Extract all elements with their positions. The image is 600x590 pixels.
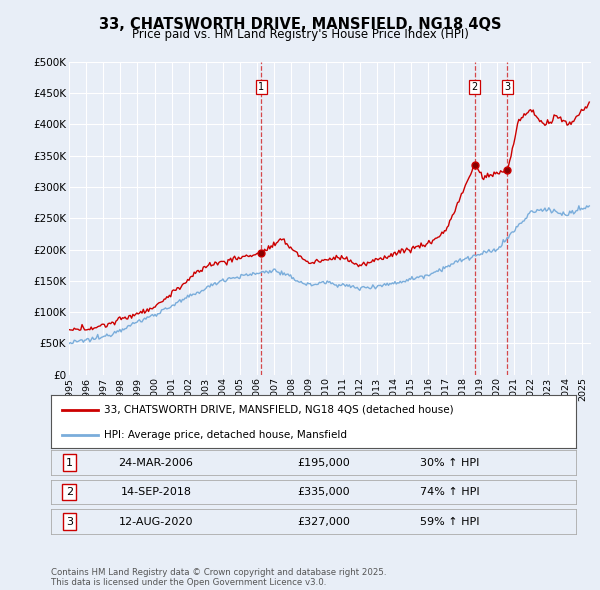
Text: 1: 1 [66, 458, 73, 467]
Text: 3: 3 [505, 82, 511, 92]
Text: 24-MAR-2006: 24-MAR-2006 [119, 458, 193, 467]
Text: 14-SEP-2018: 14-SEP-2018 [121, 487, 191, 497]
Text: 3: 3 [66, 517, 73, 526]
Text: 30% ↑ HPI: 30% ↑ HPI [421, 458, 479, 467]
Text: 2: 2 [66, 487, 73, 497]
Text: Price paid vs. HM Land Registry's House Price Index (HPI): Price paid vs. HM Land Registry's House … [131, 28, 469, 41]
Text: 59% ↑ HPI: 59% ↑ HPI [420, 517, 480, 526]
Text: 2: 2 [472, 82, 478, 92]
Text: 33, CHATSWORTH DRIVE, MANSFIELD, NG18 4QS: 33, CHATSWORTH DRIVE, MANSFIELD, NG18 4Q… [99, 17, 501, 31]
Text: 12-AUG-2020: 12-AUG-2020 [119, 517, 193, 526]
Text: £327,000: £327,000 [298, 517, 350, 526]
Text: 1: 1 [258, 82, 264, 92]
Text: 33, CHATSWORTH DRIVE, MANSFIELD, NG18 4QS (detached house): 33, CHATSWORTH DRIVE, MANSFIELD, NG18 4Q… [104, 405, 453, 415]
Text: £195,000: £195,000 [298, 458, 350, 467]
Text: HPI: Average price, detached house, Mansfield: HPI: Average price, detached house, Mans… [104, 430, 347, 440]
Text: Contains HM Land Registry data © Crown copyright and database right 2025.
This d: Contains HM Land Registry data © Crown c… [51, 568, 386, 587]
Text: 74% ↑ HPI: 74% ↑ HPI [420, 487, 480, 497]
Text: £335,000: £335,000 [298, 487, 350, 497]
